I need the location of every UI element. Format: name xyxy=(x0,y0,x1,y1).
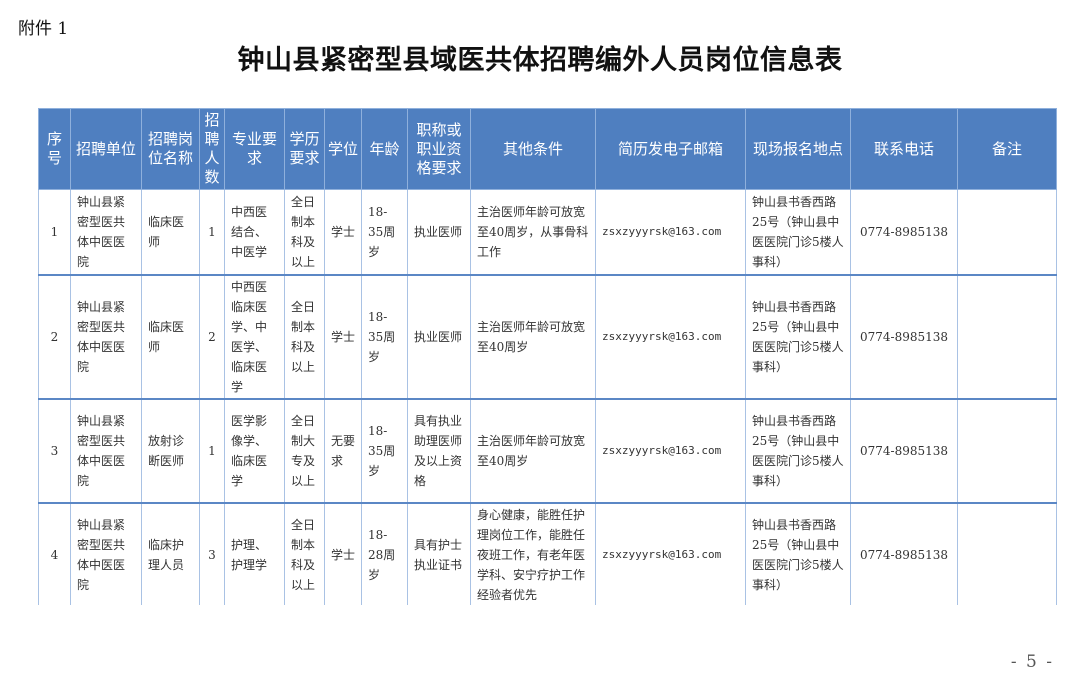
cell-position: 临床护理人员 xyxy=(141,503,200,605)
header-education: 学历要求 xyxy=(284,108,325,190)
cell-remarks xyxy=(957,275,1057,400)
cell-index: 3 xyxy=(38,399,71,504)
cell-degree: 无要求 xyxy=(324,399,362,504)
cell-major: 中西医结合、中医学 xyxy=(224,189,285,276)
attachment-label: 附件 1 xyxy=(18,19,69,39)
cell-onsite-location: 钟山县书香西路25号（钟山县中医医院门诊5楼人事科） xyxy=(745,399,851,504)
cell-qualification: 具有执业助理医师及以上资格 xyxy=(407,399,471,504)
header-age: 年龄 xyxy=(361,108,408,190)
cell-phone: 0774-8985138 xyxy=(850,275,958,400)
cell-position: 放射诊断医师 xyxy=(141,399,200,504)
cell-qualification: 执业医师 xyxy=(407,189,471,276)
table-header-row: 序号 招聘单位 招聘岗位名称 招聘人数 专业要求 学历要求 学位 年龄 职称或职业资格要求 其他条… xyxy=(38,108,1057,190)
cell-position: 临床医师 xyxy=(141,275,200,400)
positions-table: 序号 招聘单位 招聘岗位名称 招聘人数 专业要求 学历要求 学位 年龄 职称或职业资格要求 其他条… xyxy=(38,108,1057,605)
table-row: 1 钟山县紧密型医共体中医医院 临床医师 1 中西医结合、中医学 全日制本科及以上 学士 18… xyxy=(38,189,1057,276)
header-qualification: 职称或职业资格要求 xyxy=(407,108,471,190)
page-title: 钟山县紧密型县域医共体招聘编外人员岗位信息表 xyxy=(237,45,843,76)
cell-unit: 钟山县紧密型医共体中医医院 xyxy=(70,189,142,276)
header-major: 专业要求 xyxy=(224,108,285,190)
cell-email: zsxzyyyrsk@163.com xyxy=(595,189,746,276)
cell-unit: 钟山县紧密型医共体中医医院 xyxy=(70,503,142,605)
cell-remarks xyxy=(957,399,1057,504)
cell-education: 全日制本科及以上 xyxy=(284,189,325,276)
cell-index: 4 xyxy=(38,503,71,605)
cell-age: 18-35周岁 xyxy=(361,189,408,276)
table-row: 3 钟山县紧密型医共体中医医院 放射诊断医师 1 医学影像学、临床医学 全日制大专及以上无… xyxy=(38,399,1057,504)
header-email: 简历发电子邮箱 xyxy=(595,108,746,190)
header-other-conditions: 其他条件 xyxy=(470,108,596,190)
cell-unit: 钟山县紧密型医共体中医医院 xyxy=(70,275,142,400)
cell-education: 全日制大专及以上 xyxy=(284,399,325,504)
header-unit: 招聘单位 xyxy=(70,108,142,190)
cell-count: 1 xyxy=(199,399,225,504)
cell-major: 护理、护理学 xyxy=(224,503,285,605)
cell-other-conditions: 主治医师年龄可放宽至40周岁，从事骨科工作 xyxy=(470,189,596,276)
header-onsite-location: 现场报名地点 xyxy=(745,108,851,190)
page-number: - 5 - xyxy=(1010,652,1054,672)
cell-index: 1 xyxy=(38,189,71,276)
cell-qualification: 具有护士执业证书 xyxy=(407,503,471,605)
cell-index: 2 xyxy=(38,275,71,400)
cell-email: zsxzyyyrsk@163.com xyxy=(595,275,746,400)
cell-age: 18-35周岁 xyxy=(361,399,408,504)
header-position: 招聘岗位名称 xyxy=(141,108,200,190)
cell-phone: 0774-8985138 xyxy=(850,399,958,504)
cell-onsite-location: 钟山县书香西路25号（钟山县中医医院门诊5楼人事科） xyxy=(745,189,851,276)
cell-education: 全日制本科及以上 xyxy=(284,275,325,400)
cell-email: zsxzyyyrsk@163.com xyxy=(595,399,746,504)
cell-remarks xyxy=(957,503,1057,605)
cell-count: 1 xyxy=(199,189,225,276)
header-remarks: 备注 xyxy=(957,108,1057,190)
cell-unit: 钟山县紧密型医共体中医医院 xyxy=(70,399,142,504)
cell-other-conditions: 主治医师年龄可放宽至40周岁 xyxy=(470,399,596,504)
table-row: 4 钟山县紧密型医共体中医医院 临床护理人员 3 护理、护理学 全日制本科及以上 学士 18-… xyxy=(38,503,1057,605)
header-degree: 学位 xyxy=(324,108,362,190)
cell-other-conditions: 主治医师年龄可放宽至40周岁 xyxy=(470,275,596,400)
cell-age: 18-35周岁 xyxy=(361,275,408,400)
cell-qualification: 执业医师 xyxy=(407,275,471,400)
cell-count: 3 xyxy=(199,503,225,605)
cell-degree: 学士 xyxy=(324,189,362,276)
cell-position: 临床医师 xyxy=(141,189,200,276)
cell-major: 医学影像学、临床医学 xyxy=(224,399,285,504)
cell-major: 中西医临床医学、中医学、临床医学 xyxy=(224,275,285,400)
cell-other-conditions: 身心健康，能胜任护理岗位工作，能胜任夜班工作，有老年医学科、安宁疗护工作经验者优… xyxy=(470,503,596,605)
header-count: 招聘人数 xyxy=(199,108,225,190)
cell-onsite-location: 钟山县书香西路25号（钟山县中医医院门诊5楼人事科） xyxy=(745,275,851,400)
cell-degree: 学士 xyxy=(324,503,362,605)
cell-remarks xyxy=(957,189,1057,276)
header-index: 序号 xyxy=(38,108,71,190)
cell-education: 全日制本科及以上 xyxy=(284,503,325,605)
cell-count: 2 xyxy=(199,275,225,400)
table-row: 2 钟山县紧密型医共体中医医院 临床医师 2 中西医临床医学、中医学、临床医学 全日制本科… xyxy=(38,275,1057,400)
header-phone: 联系电话 xyxy=(850,108,958,190)
cell-degree: 学士 xyxy=(324,275,362,400)
cell-phone: 0774-8985138 xyxy=(850,503,958,605)
cell-phone: 0774-8985138 xyxy=(850,189,958,276)
cell-age: 18-28周岁 xyxy=(361,503,408,605)
cell-email: zsxzyyyrsk@163.com xyxy=(595,503,746,605)
cell-onsite-location: 钟山县书香西路25号（钟山县中医医院门诊5楼人事科） xyxy=(745,503,851,605)
